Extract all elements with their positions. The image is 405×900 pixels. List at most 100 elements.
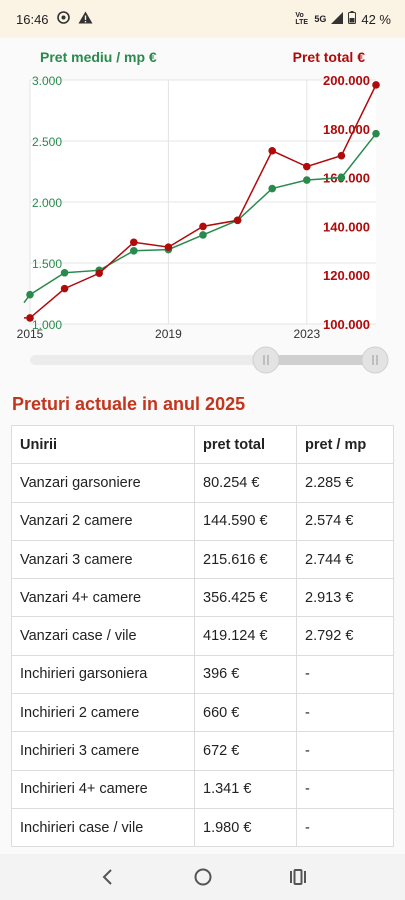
row-label: Vanzari 4+ camere <box>11 578 195 618</box>
y-tick-right: 140.000 <box>323 219 370 234</box>
table-row: Inchirieri 3 camere 672 € - <box>11 731 394 771</box>
status-time: 16:46 <box>16 11 49 27</box>
y-tick-left: 2.500 <box>32 135 62 149</box>
slider-handle-start[interactable] <box>252 346 280 374</box>
col-header-total: pret total <box>194 424 297 465</box>
price-chart: 1.000 1.500 2.000 2.500 3.000 100.000 120.000 1… <box>0 38 405 398</box>
row-label: Inchirieri 3 camere <box>11 731 195 771</box>
data-point-total-price <box>95 269 103 278</box>
network-type: 5G <box>314 14 327 24</box>
data-point-avg-price <box>130 247 138 255</box>
data-point-total-price <box>372 81 380 89</box>
y-tick-right: 200.000 <box>323 73 370 88</box>
y-tick-right: 100.000 <box>323 317 370 332</box>
signal-icon <box>331 11 344 27</box>
back-button[interactable] <box>88 857 128 897</box>
row-total: 356.425 € <box>194 578 297 618</box>
row-total: 419.124 € <box>194 616 297 656</box>
chrome-icon <box>56 11 70 27</box>
y-tick-right: 120.000 <box>323 268 370 283</box>
series-line-total-price <box>24 84 377 319</box>
row-total: 80.254 € <box>194 463 297 503</box>
data-point-total-price <box>337 151 346 160</box>
table-row: Vanzari garsoniere 80.254 €2.285 € <box>11 463 394 503</box>
row-per-sqm: - <box>296 807 394 848</box>
prices-table: Unirii pret total pret / mp Vanzari gars… <box>11 424 394 848</box>
y-tick-right: 180.000 <box>323 122 370 137</box>
table-row: Inchirieri 4+ camere 1.341 € - <box>11 769 394 809</box>
y-tick-left: 2.000 <box>32 196 62 210</box>
home-button[interactable] <box>183 857 223 897</box>
status-bar: 16:46 Vo LTE 5G 42 % <box>0 0 405 38</box>
data-point-avg-price <box>372 129 380 138</box>
data-point-avg-price <box>199 231 207 239</box>
row-label: Vanzari garsoniere <box>11 463 195 503</box>
right-axis-title: Pret total € <box>293 49 366 65</box>
row-per-sqm: 2.792 € <box>296 616 394 656</box>
col-header-per-sqm: pret / mp <box>296 424 394 465</box>
data-point-total-price <box>60 284 69 293</box>
data-point-total-price <box>233 216 242 225</box>
recents-icon <box>289 869 306 885</box>
battery-level: 42 % <box>361 11 391 27</box>
row-per-sqm: - <box>296 769 394 809</box>
data-point-total-price <box>164 243 173 251</box>
row-total: 660 € <box>194 693 297 733</box>
row-label: Inchirieri 4+ camere <box>11 769 195 809</box>
table-row: Inchirieri case / vile 1.980 € - <box>11 807 394 848</box>
row-per-sqm: - <box>296 654 394 695</box>
table-row: Vanzari 4+ camere 356.425 €2.913 € <box>11 578 394 618</box>
table-row: Inchirieri 2 camere 660 € - <box>11 693 394 733</box>
table-row: Inchirieri garsoniera 396 € - <box>11 654 394 695</box>
row-per-sqm: - <box>296 731 394 771</box>
x-tick-label: 2015 <box>17 327 44 341</box>
data-point-avg-price <box>268 184 277 193</box>
row-per-sqm: 2.574 € <box>296 501 394 541</box>
recents-button[interactable] <box>278 857 318 897</box>
y-tick-left: 3.000 <box>32 74 62 88</box>
row-per-sqm: 2.285 € <box>296 463 394 503</box>
navigation-bar <box>0 854 405 900</box>
data-point-avg-price <box>60 268 69 277</box>
row-total: 396 € <box>194 654 297 695</box>
slider-selected-range <box>266 355 376 365</box>
data-point-total-price <box>199 222 207 231</box>
data-point-total-price <box>130 238 138 247</box>
row-per-sqm: - <box>296 693 394 733</box>
y-tick-left: 1.500 <box>32 257 62 271</box>
row-total: 215.616 € <box>194 539 297 580</box>
data-point-total-price <box>268 146 277 155</box>
slider-handle-end[interactable] <box>361 346 389 374</box>
data-point-total-price <box>303 162 311 171</box>
row-label: Inchirieri garsoniera <box>11 654 195 695</box>
table-row: Vanzari 3 camere 215.616 €2.744 € <box>11 539 394 580</box>
battery-icon <box>348 11 357 27</box>
col-header-location: Unirii <box>11 424 195 465</box>
x-tick-label: 2023 <box>293 327 320 341</box>
data-point-avg-price <box>303 176 311 184</box>
data-point-total-price <box>26 314 34 322</box>
series-line-avg-price <box>23 133 377 304</box>
warning-icon <box>78 11 93 27</box>
y-tick-right: 160.000 <box>323 171 370 186</box>
row-label: Inchirieri case / vile <box>11 807 195 848</box>
row-label: Vanzari case / vile <box>11 616 195 656</box>
y-tick-left: 1.000 <box>32 318 62 332</box>
row-label: Vanzari 3 camere <box>11 539 195 580</box>
row-per-sqm: 2.744 € <box>296 539 394 580</box>
home-icon <box>194 868 211 886</box>
row-label: Inchirieri 2 camere <box>11 693 195 733</box>
back-icon <box>102 869 112 885</box>
row-total: 1.341 € <box>194 769 297 809</box>
table-row: Vanzari 2 camere 144.590 €2.574 € <box>11 501 394 541</box>
left-axis-title: Pret mediu / mp € <box>40 49 157 65</box>
row-total: 672 € <box>194 731 297 771</box>
x-tick-label: 2019 <box>155 327 182 341</box>
table-row: Vanzari case / vile 419.124 €2.792 € <box>11 616 394 656</box>
page-content: 1.000 1.500 2.000 2.500 3.000 100.000 120.000 1… <box>0 38 405 854</box>
data-point-avg-price <box>26 290 34 299</box>
volte-icon: Vo LTE <box>295 12 309 26</box>
row-total: 1.980 € <box>194 807 297 848</box>
table-header-row: Unirii pret total pret / mp <box>11 424 394 465</box>
row-label: Vanzari 2 camere <box>11 501 195 541</box>
